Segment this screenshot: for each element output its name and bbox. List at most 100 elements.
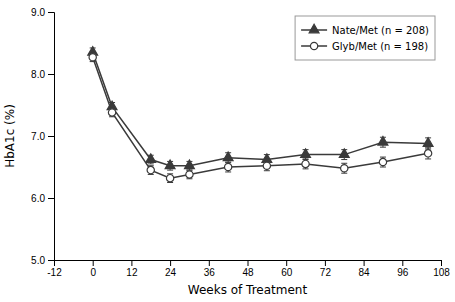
error-bar <box>90 53 96 62</box>
tick-mark <box>48 260 54 261</box>
tick-mark <box>48 74 54 75</box>
tick-mark <box>48 136 54 137</box>
tick-mark <box>131 260 132 266</box>
legend-frame <box>295 16 435 60</box>
tick-label: -12 <box>47 267 62 278</box>
error-bar-cap <box>264 170 270 171</box>
error-bar <box>225 162 231 172</box>
x-axis: -12 0 12 24 36 48 60 72 84 96 108 <box>47 260 450 278</box>
legend-marker <box>310 42 317 49</box>
error-bar <box>167 174 173 183</box>
tick-mark <box>364 260 365 266</box>
error-bar-cap <box>380 167 386 168</box>
tick-label: 24 <box>165 267 177 278</box>
y-axis: 5.0 6.0 7.0 8.0 9.0 <box>31 7 54 266</box>
tick-mark <box>209 260 210 266</box>
tick-mark <box>441 260 442 266</box>
point <box>378 137 388 146</box>
point <box>302 160 309 167</box>
tick-label: 108 <box>433 267 450 278</box>
error-bar-cap <box>341 173 347 174</box>
tick-mark <box>248 260 249 266</box>
tick-label: 0 <box>90 267 96 278</box>
tick-mark <box>402 260 403 266</box>
tick: 24 <box>165 260 177 278</box>
error-bar <box>109 108 115 117</box>
tick-label: 6.0 <box>31 193 45 204</box>
axis-line <box>48 13 55 261</box>
error-bar <box>425 148 431 159</box>
tick-mark <box>48 198 54 199</box>
error-bar-cap <box>303 168 309 169</box>
tick-label: 9.0 <box>31 7 45 18</box>
error-bar-cap <box>341 159 347 160</box>
tick-mark <box>48 12 54 13</box>
legend-marker <box>309 24 319 33</box>
tick: 9.0 <box>31 7 54 18</box>
tick: 72 <box>320 260 332 278</box>
tick-label: 48 <box>242 267 254 278</box>
point <box>223 152 233 161</box>
point <box>341 165 348 172</box>
y-axis-title: HbA1c (%) <box>3 104 17 168</box>
tick-label: 96 <box>397 267 409 278</box>
series-line <box>93 57 428 178</box>
point <box>339 149 349 158</box>
tick-mark <box>170 260 171 266</box>
tick: 8.0 <box>31 69 54 80</box>
error-bar <box>380 157 386 167</box>
tick-label: 8.0 <box>31 69 45 80</box>
tick: 12 <box>126 260 138 278</box>
legend-item: Glyb/Met (n = 198) <box>301 41 428 52</box>
point <box>424 150 431 157</box>
point <box>301 149 311 158</box>
tick-label: 7.0 <box>31 131 45 142</box>
tick: 0 <box>90 260 96 278</box>
error-bar-cap <box>264 160 270 161</box>
axis-line <box>55 261 442 267</box>
legend: Nate/Met (n = 208) Glyb/Met (n = 198) <box>295 16 435 60</box>
tick-mark <box>286 260 287 266</box>
point <box>263 162 270 169</box>
point <box>146 154 156 163</box>
error-bar <box>264 161 270 171</box>
point <box>89 54 96 61</box>
error-bar <box>303 159 309 169</box>
error-bar-cap <box>148 163 154 164</box>
tick: 36 <box>204 260 216 278</box>
tick: 108 <box>433 260 450 278</box>
error-bar <box>341 163 347 173</box>
tick: 5.0 <box>31 255 54 266</box>
point <box>262 154 272 163</box>
tick-label: 60 <box>281 267 293 278</box>
tick: 6.0 <box>31 193 54 204</box>
point <box>166 175 173 182</box>
tick: 48 <box>242 260 254 278</box>
series <box>89 53 432 183</box>
tick-label: 5.0 <box>31 255 45 266</box>
tick: 84 <box>359 260 371 278</box>
error-bar-cap <box>380 157 386 158</box>
point <box>186 171 193 178</box>
error-bar-cap <box>225 162 231 163</box>
point <box>108 109 115 116</box>
tick: 96 <box>397 260 409 278</box>
legend-label: Nate/Met (n = 208) <box>332 25 429 36</box>
error-bar-cap <box>380 147 386 148</box>
tick-label: 36 <box>204 267 216 278</box>
legend-item: Nate/Met (n = 208) <box>301 24 429 35</box>
x-axis-title: Weeks of Treatment <box>188 283 308 297</box>
chart: -12 0 12 24 36 48 60 72 84 96 108 5.0 6.0 7.0 8.0 9.0 We… <box>0 0 455 302</box>
legend-label: Glyb/Met (n = 198) <box>332 41 428 52</box>
series-line <box>93 52 428 165</box>
tick: 60 <box>281 260 293 278</box>
error-bar-cap <box>225 171 231 172</box>
tick-label: 84 <box>359 267 371 278</box>
error-bar <box>186 170 192 179</box>
plot-area <box>88 47 433 183</box>
point <box>147 166 154 173</box>
tick: -12 <box>47 260 62 278</box>
error-bar <box>148 166 154 175</box>
point <box>379 158 386 165</box>
error-bar-cap <box>425 147 431 148</box>
